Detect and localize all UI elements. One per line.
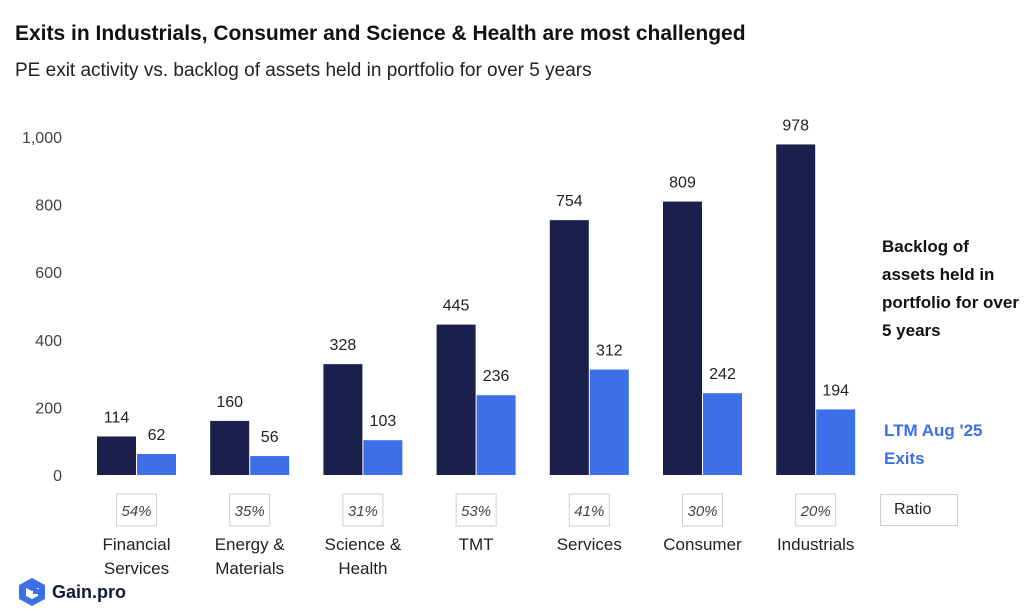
legend-ratio: Ratio <box>880 494 958 526</box>
ratio-label: 41% <box>574 503 604 520</box>
bar-value-label: 312 <box>596 343 623 360</box>
category-label: Financial <box>102 535 170 554</box>
ratio-label: 54% <box>121 503 151 520</box>
bar-exits <box>476 395 516 475</box>
category-label: Industrials <box>777 535 854 554</box>
y-tick-label: 200 <box>35 400 62 417</box>
brand-name: Gain.pro <box>52 581 127 602</box>
bar-exits <box>363 440 403 475</box>
bar-backlog <box>323 364 363 475</box>
y-tick-label: 1,000 <box>22 130 62 147</box>
category-label: Consumer <box>663 535 742 554</box>
y-tick-label: 0 <box>53 468 62 485</box>
bar-exits <box>589 369 629 475</box>
category-label: Energy & <box>215 535 286 554</box>
bar-value-label: 62 <box>148 427 166 444</box>
ratio-box <box>455 493 497 527</box>
ratio-box <box>795 493 837 527</box>
legend-backlog: Backlog of assets held in portfolio for … <box>882 237 1019 340</box>
bar-backlog <box>97 436 136 475</box>
bar-backlog <box>663 201 702 476</box>
category-label: Materials <box>215 559 284 578</box>
bar-value-label: 328 <box>330 337 357 354</box>
bar-backlog <box>210 420 250 475</box>
ratio-label: 30% <box>687 503 717 520</box>
y-tick-label: 400 <box>35 333 62 350</box>
category-label: Services <box>104 559 169 578</box>
ratio-box <box>568 493 610 527</box>
bar-exits <box>250 456 290 475</box>
legend-exits: LTM Aug '25 Exits <box>884 421 983 468</box>
bar-backlog <box>436 324 476 475</box>
bar-value-label: 56 <box>261 429 279 446</box>
ratio-label: 35% <box>235 503 265 520</box>
chart-subtitle: PE exit activity vs. backlog of assets h… <box>15 60 592 81</box>
bar-value-label: 242 <box>709 366 736 383</box>
category-label: Health <box>338 559 387 578</box>
y-tick-label: 800 <box>35 198 62 215</box>
brand-logo: Gain.pro <box>18 576 126 608</box>
ratio-box <box>229 493 271 527</box>
bar-value-label: 809 <box>669 175 696 192</box>
ratio-label: 53% <box>461 503 491 520</box>
bar-backlog <box>549 220 589 475</box>
category-label: Services <box>557 535 622 554</box>
bar-exits <box>816 409 856 475</box>
bar-exits <box>137 454 176 475</box>
bar-exits <box>703 393 742 475</box>
ratio-label: 20% <box>800 503 831 520</box>
chart-title: Exits in Industrials, Consumer and Scien… <box>15 22 746 45</box>
ratio-label: 31% <box>348 503 378 520</box>
gain-pro-logo-icon <box>19 578 45 606</box>
category-label: Science & <box>325 535 402 554</box>
y-tick-label: 600 <box>35 265 62 282</box>
bar-backlog <box>776 144 816 475</box>
bar-value-label: 978 <box>782 117 809 134</box>
ratio-box <box>342 493 384 527</box>
bar-value-label: 236 <box>483 368 510 385</box>
ratio-box <box>682 493 723 527</box>
ratio-box <box>116 493 157 527</box>
category-label: TMT <box>459 535 494 554</box>
bar-value-label: 445 <box>443 298 470 315</box>
bar-value-label: 754 <box>556 193 583 210</box>
bar-value-label: 194 <box>822 382 849 399</box>
bar-value-label: 114 <box>104 409 130 426</box>
bar-value-label: 103 <box>370 413 397 430</box>
bar-value-label: 160 <box>216 394 243 411</box>
